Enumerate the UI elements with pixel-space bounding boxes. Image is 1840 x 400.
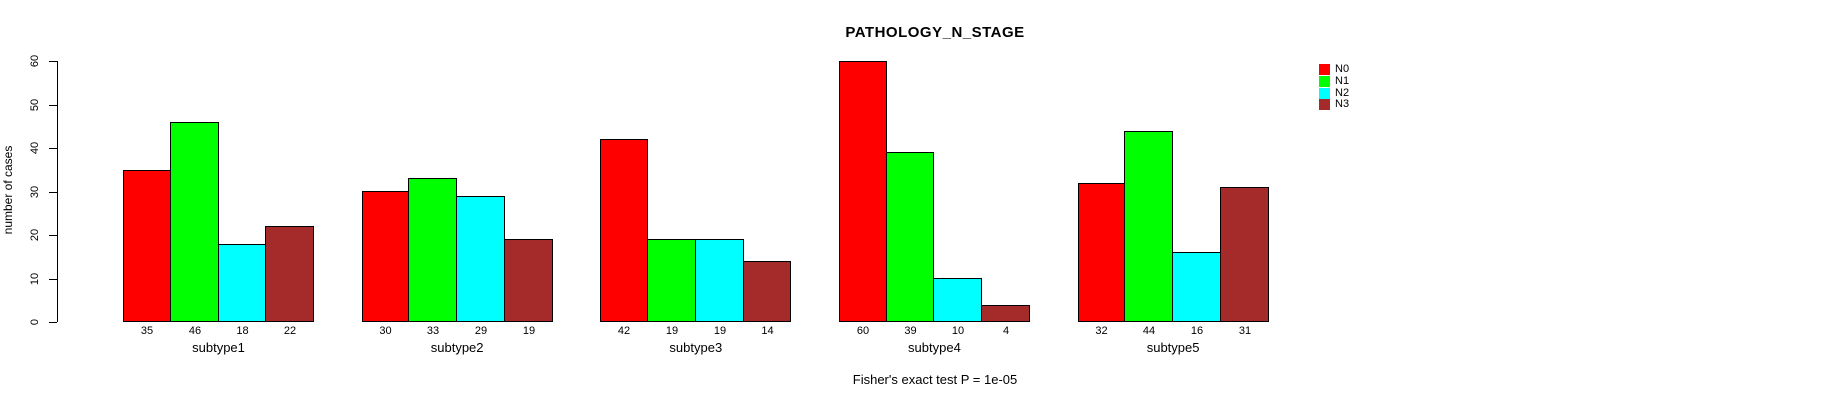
bar-subtype1-N3: [265, 226, 314, 322]
bar-subtype5-N0: [1078, 183, 1125, 322]
bar-subtype4-N3: [981, 305, 1030, 322]
bar-subtype5-N1: [1124, 131, 1173, 322]
y-tick-mark: [49, 61, 57, 62]
bar-subtype3-N1: [647, 239, 696, 322]
group-label-subtype3: subtype3: [669, 340, 723, 355]
legend-swatch-N2: [1319, 87, 1330, 99]
bar-value-subtype3-N2: 19: [713, 325, 727, 337]
legend-swatch-N1: [1319, 76, 1330, 88]
bar-subtype1-N0: [123, 170, 171, 322]
bar-value-subtype4-N2: 10: [951, 325, 965, 337]
bar-value-subtype3-N0: 42: [617, 325, 631, 337]
y-tick-mark: [49, 192, 57, 193]
bar-value-subtype2-N2: 29: [474, 325, 488, 337]
bar-subtype1-N1: [170, 122, 219, 322]
legend-swatch-N3: [1319, 99, 1330, 111]
bar-subtype3-N3: [743, 261, 791, 322]
y-tick-label-text: 0: [29, 318, 41, 326]
y-tick-mark: [49, 148, 57, 149]
bar-value-subtype5-N0: 32: [1095, 325, 1108, 337]
y-axis-line: [57, 61, 58, 322]
legend-label-N0: N0: [1335, 63, 1350, 76]
bar-value-subtype5-N1: 44: [1142, 325, 1156, 337]
legend-item-N2: N2: [1319, 87, 1349, 99]
bar-subtype2-N3: [504, 239, 553, 322]
y-tick-label-text: 20: [29, 228, 41, 242]
legend-item-N0: N0: [1319, 64, 1349, 76]
y-tick-label-text: 10: [29, 272, 41, 286]
bar-value-subtype2-N3: 19: [522, 325, 536, 337]
bar-subtype3-N0: [600, 139, 648, 322]
legend-label-N1: N1: [1335, 75, 1350, 88]
bar-value-subtype1-N1: 46: [188, 325, 202, 337]
legend-item-N1: N1: [1319, 76, 1349, 88]
y-tick-label-text: 30: [29, 185, 41, 199]
bar-value-subtype2-N1: 33: [426, 325, 440, 337]
y-tick-mark: [49, 279, 57, 280]
bar-value-subtype2-N0: 30: [379, 325, 392, 337]
group-label-subtype2: subtype2: [430, 340, 484, 355]
legend-label-N3: N3: [1335, 98, 1350, 111]
bar-subtype2-N0: [362, 191, 409, 322]
bar-value-subtype3-N1: 19: [665, 325, 679, 337]
bar-subtype3-N2: [695, 239, 744, 322]
bar-value-subtype1-N2: 18: [236, 325, 249, 337]
legend-label-N2: N2: [1335, 86, 1350, 99]
bar-value-subtype4-N3: 4: [1002, 325, 1010, 337]
bar-subtype5-N3: [1220, 187, 1269, 322]
bar-subtype2-N1: [408, 178, 457, 322]
y-tick-label-text: 40: [29, 141, 41, 155]
bar-subtype5-N2: [1172, 252, 1221, 322]
bar-value-subtype5-N2: 16: [1190, 325, 1204, 337]
bar-subtype4-N2: [933, 278, 982, 322]
annotation-text: Fisher's exact test P = 1e-05: [852, 372, 1018, 387]
legend-item-N3: N3: [1319, 99, 1349, 111]
y-tick-mark: [49, 105, 57, 106]
y-tick-mark: [49, 322, 57, 323]
y-tick-mark: [49, 235, 57, 236]
bar-value-subtype4-N1: 39: [904, 325, 917, 337]
group-label-subtype4: subtype4: [908, 340, 961, 355]
legend-swatch-N0: [1319, 64, 1330, 76]
chart-title: PATHOLOGY_N_STAGE: [845, 24, 1025, 41]
bar-value-subtype5-N3: 31: [1238, 325, 1252, 337]
bar-subtype4-N1: [886, 152, 934, 322]
bar-value-subtype1-N0: 35: [140, 325, 154, 337]
bar-value-subtype3-N3: 14: [761, 325, 774, 337]
y-tick-label-text: 50: [29, 98, 41, 112]
bar-subtype4-N0: [839, 61, 887, 322]
y-tick-label-text: 60: [29, 54, 41, 68]
bar-value-subtype4-N0: 60: [856, 325, 870, 337]
legend: N0 N1 N2 N3: [1319, 64, 1349, 111]
bar-value-subtype1-N3: 22: [283, 325, 297, 337]
bar-subtype2-N2: [456, 196, 505, 322]
group-label-subtype1: subtype1: [192, 340, 245, 355]
bar-subtype1-N2: [218, 244, 266, 322]
group-label-subtype5: subtype5: [1146, 340, 1200, 355]
